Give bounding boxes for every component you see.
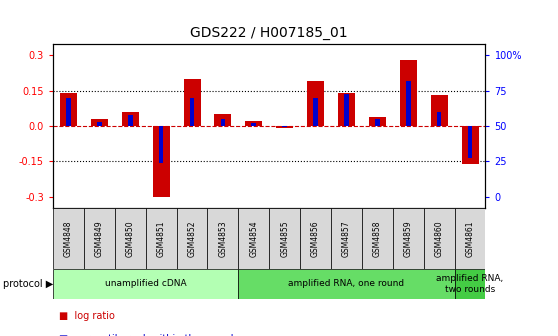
Bar: [159, 126, 163, 163]
Bar: [122, 112, 139, 126]
Bar: [53, 208, 84, 269]
Bar: [431, 95, 448, 126]
Text: GSM4851: GSM4851: [157, 220, 166, 257]
Text: GSM4849: GSM4849: [95, 220, 104, 257]
Text: amplified RNA,
two rounds: amplified RNA, two rounds: [436, 274, 504, 294]
Text: protocol ▶: protocol ▶: [3, 279, 53, 289]
Bar: [252, 123, 256, 126]
Bar: [437, 112, 441, 126]
Bar: [455, 269, 485, 299]
Bar: [115, 208, 146, 269]
Bar: [208, 208, 238, 269]
Bar: [400, 60, 417, 126]
Bar: [53, 269, 238, 299]
Bar: [393, 208, 424, 269]
Bar: [214, 114, 232, 126]
Text: GSM4854: GSM4854: [249, 220, 258, 257]
Bar: [331, 208, 362, 269]
Bar: [375, 119, 379, 126]
Bar: [406, 81, 411, 126]
Bar: [270, 208, 300, 269]
Text: GSM4856: GSM4856: [311, 220, 320, 257]
Bar: [246, 121, 262, 126]
Bar: [338, 93, 355, 126]
Bar: [276, 126, 293, 128]
Text: GSM4855: GSM4855: [280, 220, 289, 257]
Bar: [184, 79, 200, 126]
Bar: [146, 208, 176, 269]
Text: GSM4850: GSM4850: [126, 220, 134, 257]
Bar: [313, 98, 318, 126]
Bar: [238, 208, 270, 269]
Text: unamplified cDNA: unamplified cDNA: [105, 280, 186, 288]
Bar: [190, 98, 194, 126]
Bar: [307, 81, 324, 126]
Text: GSM4857: GSM4857: [342, 220, 351, 257]
Bar: [362, 208, 393, 269]
Bar: [220, 119, 225, 126]
Text: GSM4848: GSM4848: [64, 220, 73, 257]
Bar: [461, 126, 479, 164]
Bar: [176, 208, 208, 269]
Bar: [128, 115, 133, 126]
Bar: [455, 208, 485, 269]
Bar: [91, 119, 108, 126]
Bar: [424, 208, 455, 269]
Text: GSM4859: GSM4859: [404, 220, 413, 257]
Bar: [344, 93, 349, 126]
Text: GSM4861: GSM4861: [465, 220, 474, 257]
Bar: [369, 117, 386, 126]
Bar: [66, 98, 71, 126]
Bar: [60, 93, 77, 126]
Text: ■  percentile rank within the sample: ■ percentile rank within the sample: [59, 334, 239, 336]
Text: GSM4853: GSM4853: [218, 220, 228, 257]
Bar: [97, 122, 102, 126]
Bar: [84, 208, 115, 269]
Text: GDS222 / H007185_01: GDS222 / H007185_01: [190, 26, 348, 40]
Bar: [238, 269, 455, 299]
Bar: [153, 126, 170, 197]
Text: ■  log ratio: ■ log ratio: [59, 311, 114, 321]
Bar: [468, 126, 472, 159]
Text: GSM4860: GSM4860: [435, 220, 444, 257]
Text: GSM4852: GSM4852: [187, 220, 196, 257]
Bar: [300, 208, 331, 269]
Text: amplified RNA, one round: amplified RNA, one round: [288, 280, 405, 288]
Bar: [282, 126, 287, 127]
Text: GSM4858: GSM4858: [373, 220, 382, 257]
